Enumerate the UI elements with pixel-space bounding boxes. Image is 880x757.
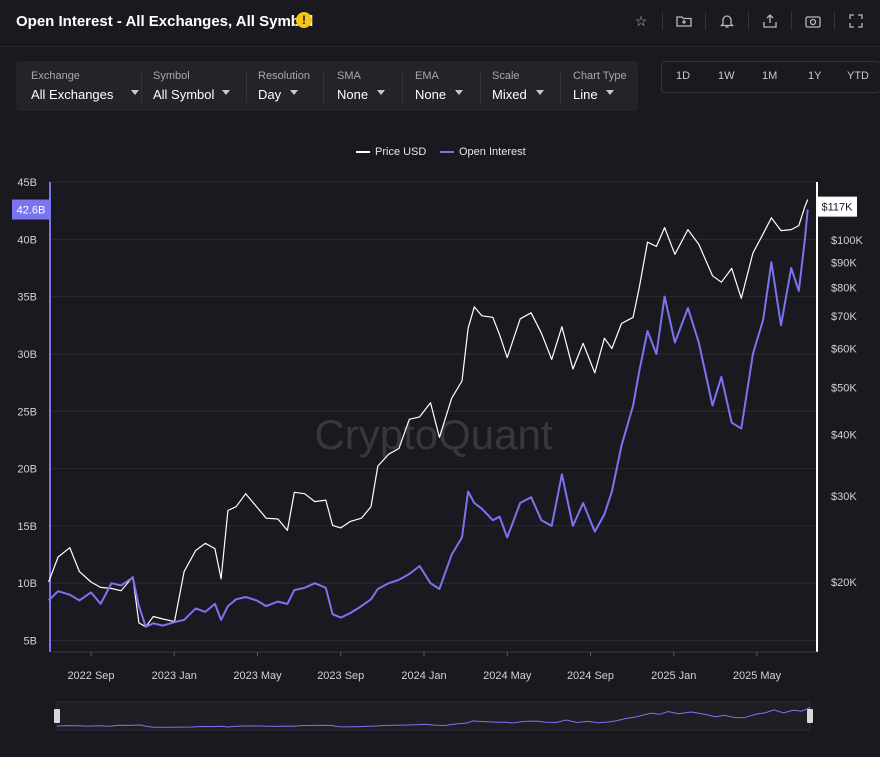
legend-oi-swatch: [440, 151, 454, 154]
symbol-value: All Symbol: [153, 87, 215, 102]
y-tick-label-left: 40B: [17, 234, 37, 246]
chevron-down-icon: [377, 90, 385, 95]
y-tick-label-left: 45B: [17, 177, 37, 189]
y-tick-label-right: $70K: [831, 311, 857, 323]
header-divider: [834, 12, 835, 30]
sma-label: SMA: [337, 70, 361, 82]
x-tick-label: 2024 Jan: [401, 670, 446, 682]
current-price-label: $117K: [822, 202, 854, 214]
bell-icon[interactable]: [718, 12, 736, 30]
current-oi-label: 42.6B: [17, 205, 46, 217]
chevron-down-icon: [222, 90, 230, 95]
y-tick-label-right: $30K: [831, 491, 857, 503]
legend-open-interest[interactable]: Open Interest: [440, 146, 526, 158]
resolution-value: Day: [258, 87, 282, 102]
y-tick-label-left: 25B: [17, 406, 37, 418]
y-tick-label-right: $100K: [831, 235, 863, 247]
y-tick-label-right: $40K: [831, 430, 857, 442]
header-divider: [748, 12, 749, 30]
ema-value: None: [415, 87, 447, 102]
camera-icon[interactable]: [804, 12, 822, 30]
chart-header: Open Interest - All Exchanges, All Symbo…: [0, 0, 880, 47]
page-title: Open Interest - All Exchanges, All Symbo…: [16, 13, 314, 30]
chevron-down-icon: [290, 90, 298, 95]
y-tick-label-right: $80K: [831, 282, 857, 294]
y-tick-label-left: 5B: [24, 636, 37, 648]
header-divider: [662, 12, 663, 30]
chevron-down-icon: [606, 90, 614, 95]
time-range-selector: 1D 1W 1M 1Y YTD: [661, 61, 880, 93]
chart-type-label: Chart Type: [573, 70, 627, 82]
y-tick-label-left: 30B: [17, 349, 37, 361]
control-divider: [141, 71, 142, 103]
sma-value: None: [337, 87, 369, 102]
range-1d-button[interactable]: 1D: [676, 70, 691, 82]
y-tick-label-left: 15B: [17, 521, 37, 533]
control-divider: [402, 71, 403, 103]
control-divider: [480, 71, 481, 103]
chevron-down-icon: [536, 90, 544, 95]
y-tick-label-right: $50K: [831, 382, 857, 394]
fullscreen-icon[interactable]: [847, 12, 865, 30]
control-divider: [323, 71, 324, 103]
chart-type-value: Line: [573, 87, 598, 102]
current-price-badge: [817, 196, 857, 217]
exchange-value: All Exchanges: [31, 87, 114, 102]
navigator[interactable]: [56, 701, 811, 731]
control-divider: [246, 71, 247, 103]
current-oi-badge: [12, 199, 50, 220]
symbol-label: Symbol: [153, 70, 190, 82]
price-line[interactable]: [48, 199, 809, 628]
warning-icon[interactable]: !: [296, 12, 312, 28]
navigator-left-handle[interactable]: [54, 709, 60, 723]
legend-price-swatch: [356, 151, 370, 154]
x-tick-label: 2025 May: [733, 670, 782, 682]
control-divider: [560, 71, 561, 103]
legend-oi-label: Open Interest: [459, 146, 526, 158]
chart-controls: Exchange All Exchanges Symbol All Symbol…: [16, 61, 638, 111]
y-tick-label-left: 20B: [17, 464, 37, 476]
legend-price[interactable]: Price USD: [356, 146, 426, 158]
resolution-label: Resolution: [258, 70, 310, 82]
star-icon[interactable]: ☆: [634, 13, 648, 29]
watermark: CryptoQuant: [314, 411, 552, 458]
y-tick-label-right: $90K: [831, 257, 857, 269]
x-tick-label: 2025 Jan: [651, 670, 696, 682]
y-tick-label-right: $60K: [831, 344, 857, 356]
scale-label: Scale: [492, 70, 520, 82]
ema-label: EMA: [415, 70, 439, 82]
navigator-series-line: [56, 706, 811, 728]
x-tick-label: 2023 May: [233, 670, 282, 682]
x-tick-label: 2023 Sep: [317, 670, 364, 682]
chevron-down-icon: [131, 90, 139, 95]
header-divider: [791, 12, 792, 30]
range-1y-button[interactable]: 1Y: [808, 70, 822, 82]
legend-price-label: Price USD: [375, 146, 427, 158]
x-tick-label: 2024 Sep: [567, 670, 614, 682]
x-tick-label: 2022 Sep: [67, 670, 114, 682]
chevron-down-icon: [455, 90, 463, 95]
y-tick-label-right: $20K: [831, 577, 857, 589]
range-1w-button[interactable]: 1W: [718, 70, 735, 82]
y-tick-label-left: 35B: [17, 292, 37, 304]
y-tick-label-left: 10B: [17, 578, 37, 590]
folder-add-icon[interactable]: [675, 12, 693, 30]
share-icon[interactable]: [761, 12, 779, 30]
range-ytd-button[interactable]: YTD: [847, 70, 869, 82]
exchange-label: Exchange: [31, 70, 80, 82]
navigator-right-handle[interactable]: [807, 709, 813, 723]
header-divider: [705, 12, 706, 30]
x-tick-label: 2023 Jan: [152, 670, 197, 682]
scale-value: Mixed: [492, 87, 527, 102]
x-tick-label: 2024 May: [483, 670, 532, 682]
range-1m-button[interactable]: 1M: [762, 70, 778, 82]
open-interest-line[interactable]: [47, 209, 809, 628]
